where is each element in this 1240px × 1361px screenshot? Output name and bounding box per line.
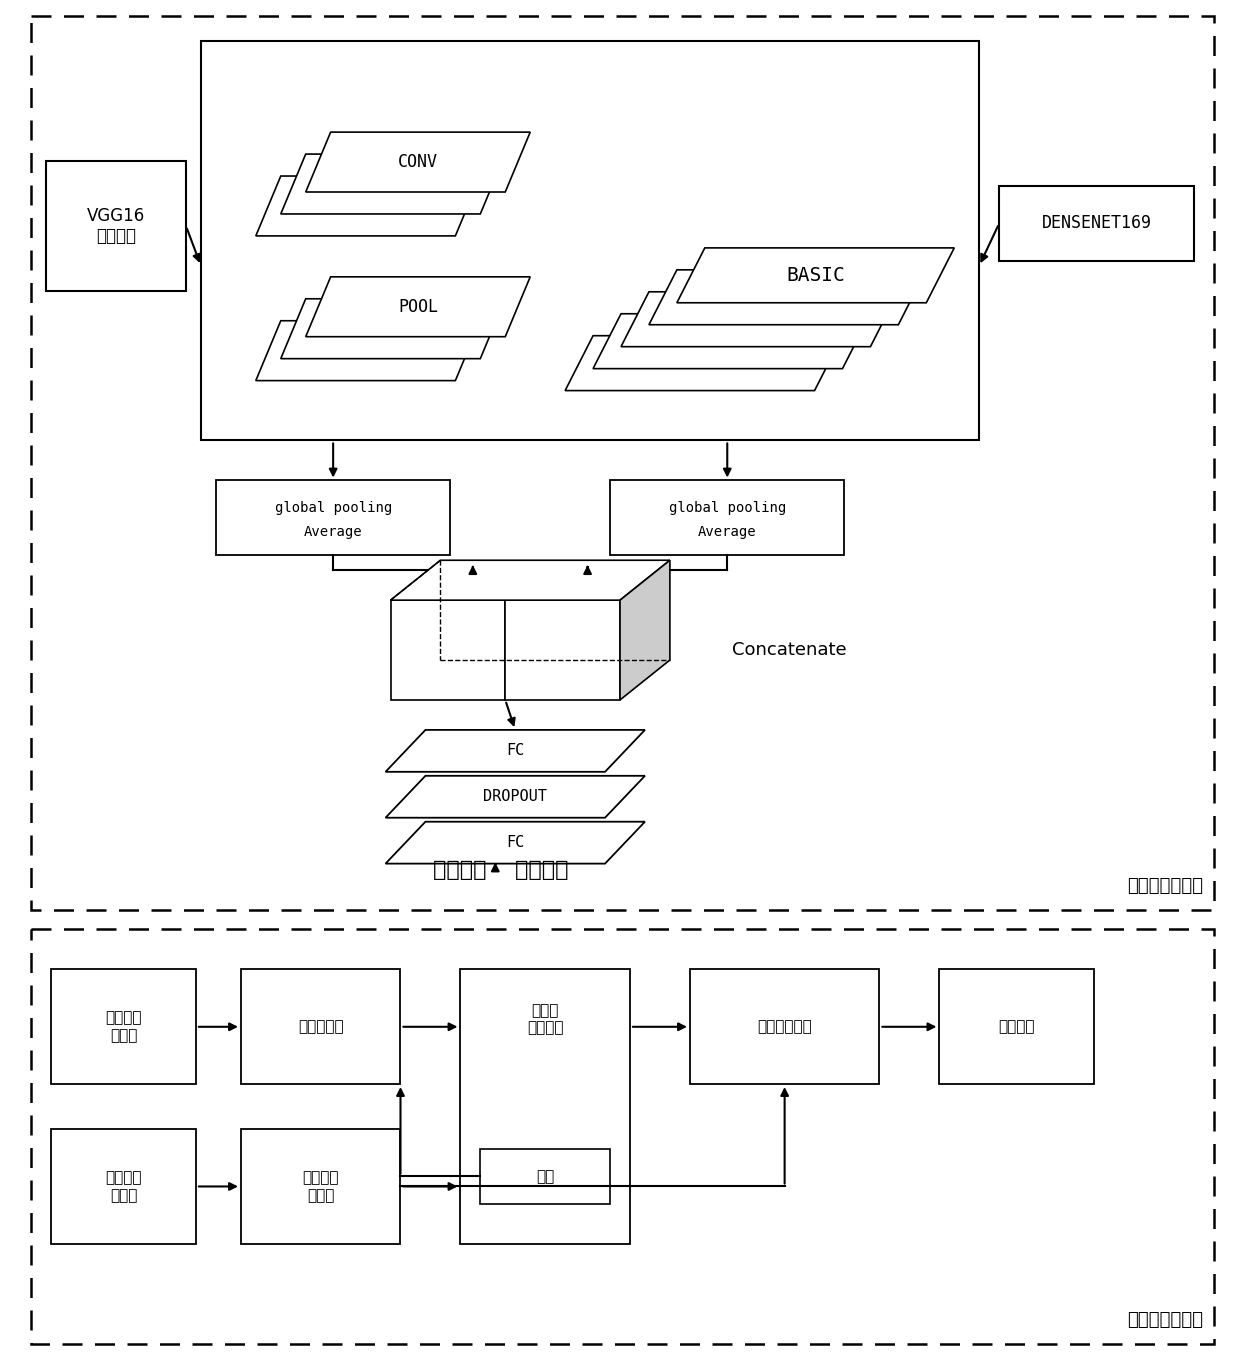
Polygon shape	[306, 132, 531, 192]
Bar	[46, 161, 186, 291]
Bar	[505, 600, 620, 700]
Polygon shape	[306, 276, 531, 336]
Polygon shape	[620, 561, 670, 700]
Polygon shape	[280, 299, 505, 359]
Bar	[939, 969, 1094, 1085]
Text: DROPOUT: DROPOUT	[484, 789, 547, 804]
Text: global pooling: global pooling	[274, 501, 392, 516]
Bar	[51, 1130, 196, 1244]
Polygon shape	[593, 314, 870, 369]
Polygon shape	[280, 154, 505, 214]
Polygon shape	[565, 336, 842, 391]
Bar	[391, 600, 505, 700]
Polygon shape	[391, 561, 670, 600]
Polygon shape	[621, 291, 898, 347]
Bar	[460, 969, 630, 1244]
Polygon shape	[386, 729, 645, 772]
Polygon shape	[386, 776, 645, 818]
Text: 缺陷图像
预处理: 缺陷图像 预处理	[303, 1170, 339, 1203]
Bar	[241, 1130, 401, 1244]
Text: POOL: POOL	[398, 298, 438, 316]
Polygon shape	[386, 822, 645, 864]
Text: 缺陷图像
测试集: 缺陷图像 测试集	[105, 1170, 141, 1203]
Polygon shape	[255, 176, 480, 235]
Text: FC: FC	[506, 836, 525, 851]
Text: Average: Average	[698, 525, 756, 539]
Text: FC: FC	[506, 743, 525, 758]
Bar	[51, 969, 196, 1085]
Polygon shape	[255, 321, 480, 381]
Text: 训练完成网络: 训练完成网络	[758, 1019, 812, 1034]
Text: 检测结果: 检测结果	[998, 1019, 1035, 1034]
Text: 缺陷图像
训练集: 缺陷图像 训练集	[105, 1011, 141, 1043]
Bar	[610, 480, 844, 555]
Bar	[201, 41, 980, 441]
Text: BASIC: BASIC	[786, 265, 844, 284]
Text: 多模型网络训练: 多模型网络训练	[1127, 1311, 1204, 1328]
Text: Average: Average	[304, 525, 362, 539]
Polygon shape	[677, 248, 955, 302]
Bar	[999, 186, 1194, 261]
Bar	[480, 1149, 610, 1204]
Text: Concatenate: Concatenate	[733, 641, 847, 659]
Text: global pooling: global pooling	[668, 501, 786, 516]
Bar	[31, 930, 1214, 1343]
Text: 图像预处理: 图像预处理	[298, 1019, 343, 1034]
Bar	[31, 16, 1214, 909]
Text: 多模型网络融合: 多模型网络融合	[1127, 876, 1204, 894]
Bar	[689, 969, 879, 1085]
Text: VGG16
网络模型: VGG16 网络模型	[87, 207, 145, 245]
Text: CONV: CONV	[398, 152, 438, 171]
Bar	[216, 480, 450, 555]
Text: 迁移学习    参数模型: 迁移学习 参数模型	[433, 860, 568, 879]
Bar	[241, 969, 401, 1085]
Text: DENSENET169: DENSENET169	[1042, 215, 1152, 233]
Text: 反馈: 反馈	[536, 1169, 554, 1184]
Text: 多模型
融合网络: 多模型 融合网络	[527, 1003, 563, 1036]
Polygon shape	[649, 269, 926, 325]
